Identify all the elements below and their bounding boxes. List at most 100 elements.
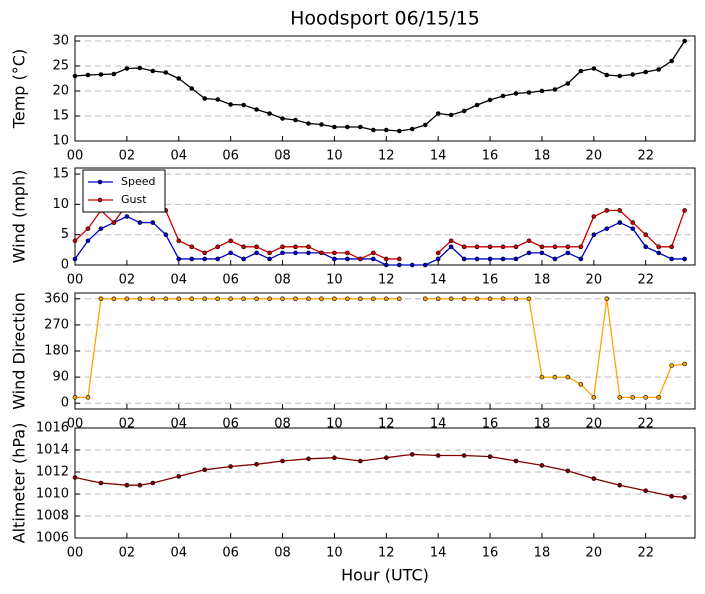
data-point [111,296,117,302]
data-point [539,244,545,250]
x-tick-label: 14 [430,149,447,164]
data-point [591,66,597,71]
data-point [371,250,376,256]
data-point [474,256,480,262]
x-tick-label: 08 [274,546,291,561]
data-point [358,256,363,262]
data-point [474,244,480,250]
data-point [578,382,584,387]
data-point [487,454,493,459]
data-point [591,214,597,219]
data-point [345,256,350,262]
x-tick-label: 18 [534,417,551,432]
x-tick-label: 22 [637,417,654,432]
data-point [267,256,272,262]
data-point [358,458,363,464]
data-point [254,244,259,250]
data-point [435,453,441,458]
data-point [293,244,298,250]
x-tick-label: 20 [586,149,603,164]
data-point [526,238,532,244]
data-point [332,455,337,461]
data-point [72,256,78,262]
data-point [280,250,285,256]
x-tick-label: 08 [274,149,291,164]
y-tick-label: 30 [52,34,69,49]
data-point [306,296,311,302]
data-point [539,88,545,94]
data-point [643,488,649,494]
data-point [241,256,246,262]
data-point [435,250,441,256]
data-point [202,467,208,473]
data-point [371,127,376,133]
data-point [72,475,78,480]
data-point [254,296,259,302]
data-point [682,256,687,262]
data-point [669,256,674,262]
data-point [487,296,493,302]
data-point [98,296,104,302]
y-tick-label: 20 [52,84,69,99]
x-tick-label: 14 [430,273,447,288]
data-point [306,250,311,256]
y-tick-label: 1012 [36,465,69,480]
data-point [383,455,389,461]
data-point [176,296,182,302]
y-tick-label: 15 [52,167,69,182]
data-point [137,482,143,488]
data-point [371,296,376,302]
data-point [656,395,661,400]
data-point [435,111,441,116]
data-point [241,244,246,250]
x-tick-label: 18 [534,149,551,164]
data-point [137,65,143,71]
x-tick-label: 18 [534,546,551,561]
data-point [552,256,558,262]
data-point [111,220,117,225]
data-point [487,256,493,262]
x-tick-label: 14 [430,546,447,561]
data-point [617,220,623,225]
x-tick-label: 12 [378,149,395,164]
data-point [189,296,195,302]
data-point [565,468,571,474]
data-point [643,69,649,75]
data-point [578,68,584,74]
x-tick-label: 12 [378,273,395,288]
data-point [306,456,311,462]
data-point [513,458,519,464]
data-point [189,86,195,91]
x-tick-label: 16 [482,417,499,432]
data-point [617,208,623,213]
data-point [267,296,272,302]
x-tick-label: 06 [222,149,239,164]
data-point [656,244,661,250]
data-point [85,72,91,78]
x-tick-label: 16 [482,149,499,164]
data-point [617,73,623,79]
data-point [474,296,480,302]
y-axis-label: Altimeter (hPa) [10,423,29,544]
x-tick-label: 20 [586,546,603,561]
x-tick-label: 16 [482,546,499,561]
data-point [176,474,182,479]
x-tick-label: 00 [67,273,84,288]
data-point [345,124,350,130]
data-point [98,72,104,77]
x-tick-label: 12 [378,417,395,432]
data-point [669,244,674,250]
data-point [461,108,467,114]
data-point [617,395,623,400]
x-tick-label: 10 [326,546,343,561]
data-point [526,296,532,302]
data-point [332,124,337,130]
data-point [150,480,156,486]
data-point [319,250,324,256]
data-point [682,361,687,367]
x-tick-label: 14 [430,417,447,432]
data-point [422,296,428,302]
data-point [358,296,363,302]
data-point [293,117,298,123]
data-point [565,244,571,250]
